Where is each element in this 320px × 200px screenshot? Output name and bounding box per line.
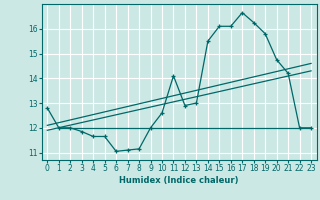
X-axis label: Humidex (Indice chaleur): Humidex (Indice chaleur) bbox=[119, 176, 239, 185]
